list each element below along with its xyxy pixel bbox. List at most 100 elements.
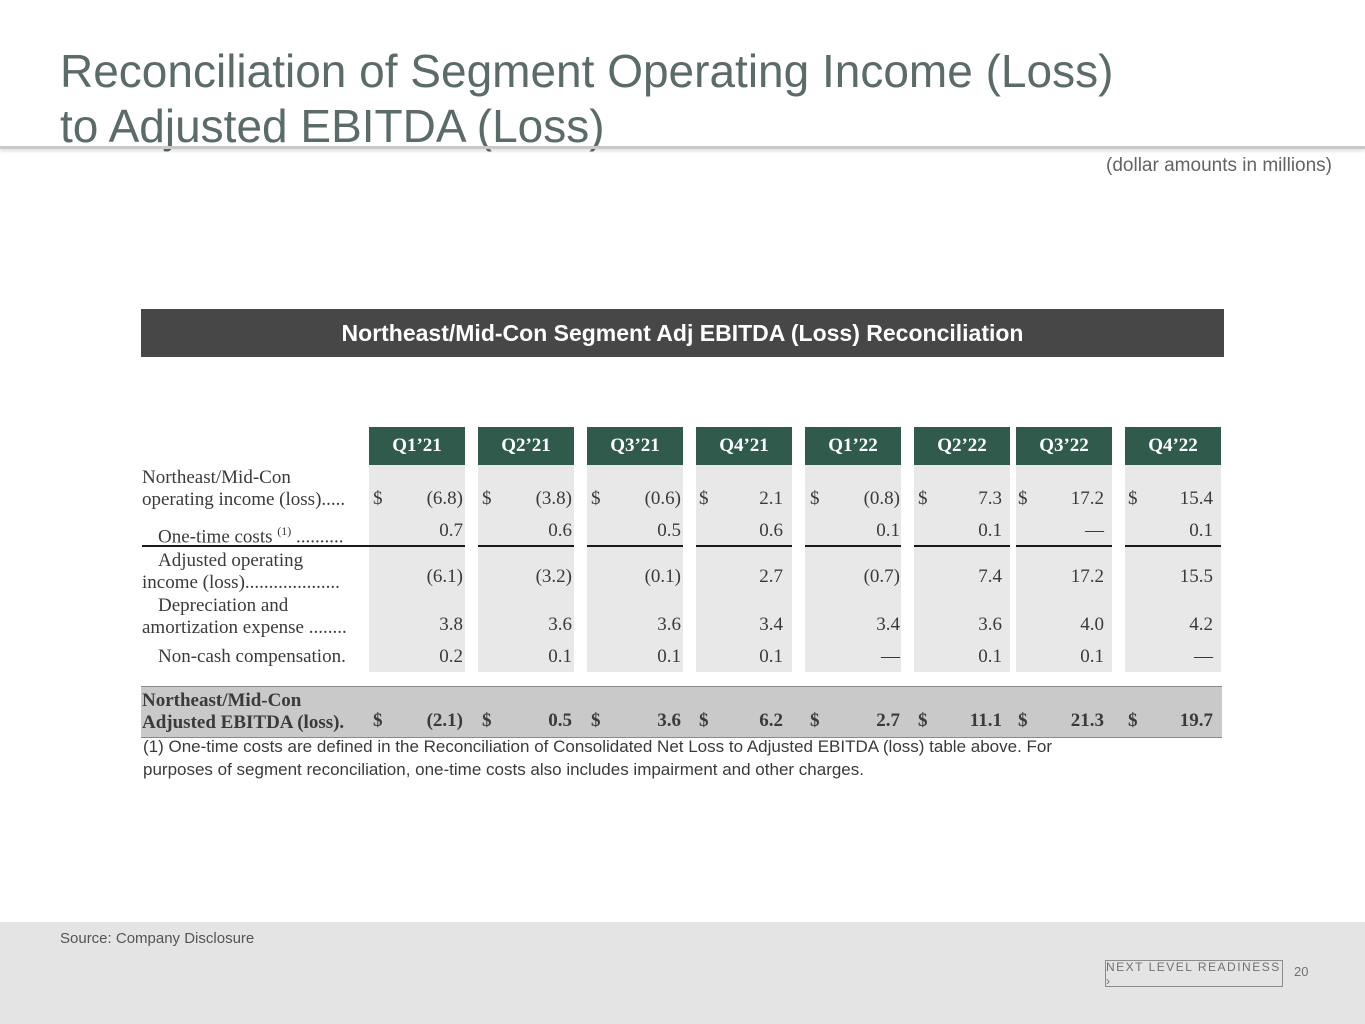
row-label-depreciation: Depreciation and amortization expense ..… [142, 595, 370, 639]
row-label-line: Northeast/Mid-Con [142, 690, 302, 711]
slide-title: Reconciliation of Segment Operating Inco… [60, 44, 1113, 154]
table-cell: 0.5 [657, 520, 681, 541]
currency-symbol: $ [1018, 488, 1028, 509]
total-cell: 19.7 [1179, 710, 1213, 731]
column-header: Q1’22 [805, 427, 901, 465]
table-cell: 15.4 [1179, 488, 1213, 509]
subtotal-rule [1125, 545, 1221, 547]
footnote-line: purposes of segment reconciliation, one-… [143, 760, 864, 779]
column-bg [805, 465, 901, 672]
column-header: Q2’21 [478, 427, 574, 465]
table-cell: 2.1 [759, 488, 783, 509]
subtotal-rule [1016, 545, 1112, 547]
table-cell: 0.7 [439, 520, 463, 541]
subtotal-rule [478, 545, 574, 547]
row-label-line: Non-cash compensation. [158, 646, 346, 667]
table-cell: 0.1 [759, 646, 783, 667]
table-cell: 0.1 [978, 646, 1002, 667]
column-bg [1125, 465, 1221, 672]
table-cell: (6.8) [426, 488, 463, 509]
currency-symbol: $ [1018, 710, 1028, 731]
total-cell: 0.5 [548, 710, 572, 731]
table-cell: 4.2 [1189, 614, 1213, 635]
currency-symbol: $ [1128, 710, 1138, 731]
table-cell: 3.6 [657, 614, 681, 635]
row-label-adjusted-ebitda: Northeast/Mid-Con Adjusted EBITDA (loss)… [142, 690, 370, 734]
total-cell: 3.6 [657, 710, 681, 731]
table-cell: 0.1 [978, 520, 1002, 541]
units-note: (dollar amounts in millions) [1106, 155, 1332, 176]
table-cell: 0.1 [1189, 520, 1213, 541]
row-label-line: Adjusted operating [158, 550, 304, 571]
table-cell: 0.6 [548, 520, 572, 541]
table-cell: 0.1 [876, 520, 900, 541]
footer-bar [0, 922, 1365, 1024]
column-header: Q3’21 [587, 427, 683, 465]
total-cell: 6.2 [759, 710, 783, 731]
subtotal-rule [587, 545, 683, 547]
table-cell: — [1194, 646, 1213, 667]
table-cell: — [1085, 520, 1104, 541]
currency-symbol: $ [810, 488, 820, 509]
column-header: Q3’22 [1016, 427, 1112, 465]
subtotal-rule [696, 545, 792, 547]
column-header: Q2’22 [914, 427, 1010, 465]
column-bg [914, 465, 1010, 672]
subtotal-rule [142, 545, 369, 547]
subtotal-rule [805, 545, 901, 547]
column-bg [587, 465, 683, 672]
column-bg [478, 465, 574, 672]
row-label-leader: .......... [291, 526, 344, 548]
table-cell: 7.4 [978, 566, 1002, 587]
table-cell: 3.8 [439, 614, 463, 635]
total-row-bg [141, 686, 1222, 738]
table-cell: (3.8) [535, 488, 572, 509]
table-cell: 3.4 [876, 614, 900, 635]
table-cell: (0.8) [863, 488, 900, 509]
total-cell: 2.7 [876, 710, 900, 731]
title-divider [0, 146, 1365, 149]
currency-symbol: $ [373, 710, 383, 731]
currency-symbol: $ [699, 488, 709, 509]
row-label-non-cash-compensation: Non-cash compensation. [142, 646, 386, 668]
table-cell: (0.7) [863, 566, 900, 587]
title-line-2: to Adjusted EBITDA (Loss) [60, 100, 605, 152]
subtotal-rule [914, 545, 1010, 547]
footnote-line: (1) One-time costs are defined in the Re… [143, 737, 1053, 756]
currency-symbol: $ [373, 488, 383, 509]
table-cell: 0.2 [439, 646, 463, 667]
currency-symbol: $ [482, 710, 492, 731]
row-label-line: income (loss).................... [142, 572, 340, 593]
footnote-marker: (1) [277, 524, 292, 538]
subtotal-rule [369, 545, 465, 547]
total-cell: 21.3 [1070, 710, 1104, 731]
total-cell: 11.1 [969, 710, 1002, 731]
currency-symbol: $ [918, 488, 928, 509]
table-cell: 2.7 [759, 566, 783, 587]
column-header: Q4’21 [696, 427, 792, 465]
footnote: (1) One-time costs are defined in the Re… [143, 735, 1123, 781]
table-cell: 0.1 [548, 646, 572, 667]
table-cell: 4.0 [1080, 614, 1104, 635]
row-label-line: Northeast/Mid-Con [142, 467, 291, 488]
column-header: Q4’22 [1125, 427, 1221, 465]
row-label-line: operating income (loss)..... [142, 489, 346, 510]
row-label-operating-income: Northeast/Mid-Con operating income (loss… [142, 467, 370, 511]
table-cell: (6.1) [426, 566, 463, 587]
page-number: 20 [1294, 964, 1309, 979]
currency-symbol: $ [918, 710, 928, 731]
table-cell: (0.6) [644, 488, 681, 509]
row-label-line: One-time costs [158, 526, 278, 548]
reconciliation-table: Q1’21 Q2’21 Q3’21 Q4’21 Q1’22 Q2’22 Q3’2… [141, 427, 1222, 738]
table-cell: 0.1 [1080, 646, 1104, 667]
row-label-one-time-costs: One-time costs (1) .......... [142, 520, 386, 548]
brand-tagline: NEXT LEVEL READINESS › [1105, 960, 1283, 988]
total-cell: (2.1) [426, 710, 463, 731]
table-cell: (0.1) [644, 566, 681, 587]
currency-symbol: $ [699, 710, 709, 731]
table-cell: 0.6 [759, 520, 783, 541]
currency-symbol: $ [1128, 488, 1138, 509]
row-label-line: Depreciation and [158, 595, 289, 616]
table-cell: 3.6 [548, 614, 572, 635]
column-header: Q1’21 [369, 427, 465, 465]
